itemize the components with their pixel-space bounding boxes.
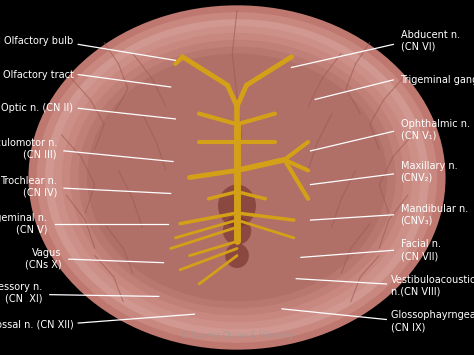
Text: Mandibular n.
(CNV₃): Mandibular n. (CNV₃) [401, 204, 468, 225]
Text: Oculomotor n.
(CN III): Oculomotor n. (CN III) [0, 138, 57, 160]
Text: Trigeminal n.
(CN V): Trigeminal n. (CN V) [0, 213, 47, 234]
Text: Olfactory bulb: Olfactory bulb [4, 36, 73, 46]
Text: Maxillary n.
(CNV₂): Maxillary n. (CNV₂) [401, 162, 457, 183]
Ellipse shape [62, 33, 412, 322]
Ellipse shape [79, 47, 395, 308]
Text: Spinal accessory n.
(CN  XI): Spinal accessory n. (CN XI) [0, 282, 43, 304]
Text: Ophthalmic n.
(CN V₁): Ophthalmic n. (CN V₁) [401, 119, 470, 140]
Ellipse shape [28, 5, 446, 350]
Ellipse shape [223, 217, 251, 245]
Text: Facial n.
(CN VII): Facial n. (CN VII) [401, 240, 440, 261]
Text: Vagus
(CNs X): Vagus (CNs X) [25, 248, 62, 270]
Text: Optic n. (CN II): Optic n. (CN II) [1, 103, 73, 113]
Ellipse shape [70, 40, 404, 315]
Text: Vestibuloacoustic
n.(CN VIII): Vestibuloacoustic n.(CN VIII) [391, 275, 474, 296]
Ellipse shape [225, 243, 249, 268]
Text: Glossophayrngeal n.
(CN IX): Glossophayrngeal n. (CN IX) [391, 311, 474, 332]
Text: Hypoglossal n. (CN XII): Hypoglossal n. (CN XII) [0, 320, 73, 330]
Text: Trochlear n.
(CN IV): Trochlear n. (CN IV) [0, 176, 57, 197]
Ellipse shape [45, 19, 429, 336]
Ellipse shape [87, 54, 387, 301]
Text: Abducent n.
(CN VI): Abducent n. (CN VI) [401, 30, 460, 51]
Text: Trigeminal ganglion: Trigeminal ganglion [401, 75, 474, 85]
Ellipse shape [54, 26, 420, 329]
Text: © Suarez-Quian & Vilensky: © Suarez-Quian & Vilensky [180, 331, 294, 340]
Ellipse shape [218, 185, 256, 227]
Text: Olfactory tract: Olfactory tract [2, 70, 73, 80]
Ellipse shape [37, 12, 437, 343]
